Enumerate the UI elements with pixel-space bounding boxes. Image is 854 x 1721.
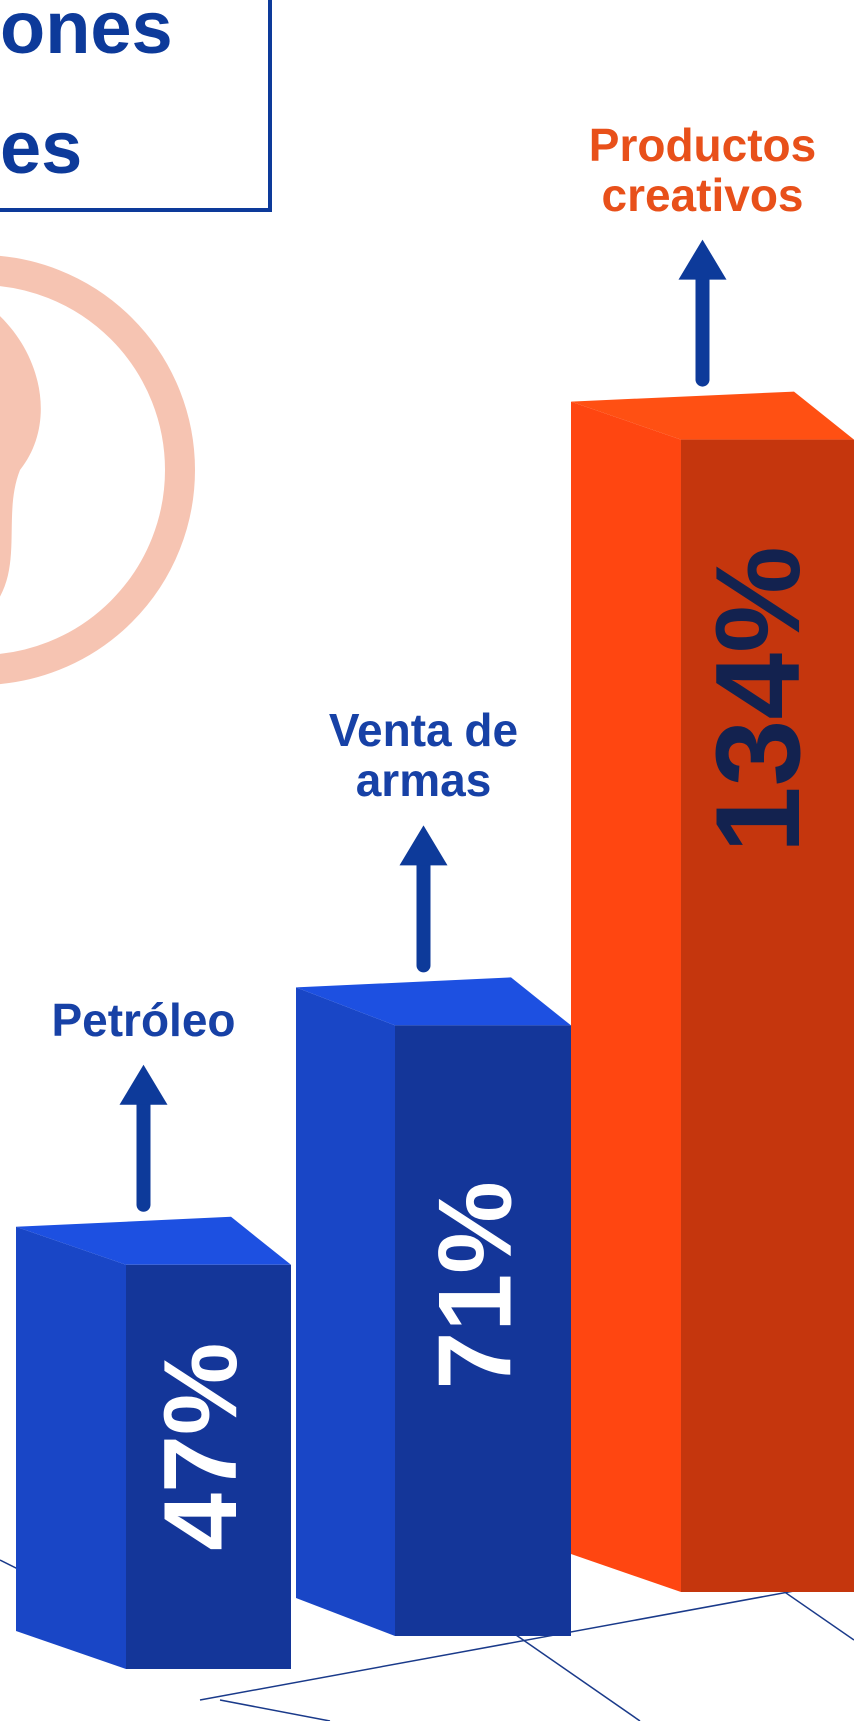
value-label: 71% (417, 1181, 533, 1389)
title-box (0, 0, 272, 212)
category-label: Venta de armas (328, 704, 519, 807)
bar-top (571, 391, 854, 440)
category-label: Productos creativos (588, 118, 817, 221)
bar-top (296, 977, 571, 1026)
bar-top (16, 1216, 291, 1265)
bar-side (16, 1226, 126, 1669)
bar (681, 439, 854, 1593)
bar-side (571, 401, 681, 1593)
category-label: Petróleo (51, 993, 236, 1046)
globe-decoration (0, 255, 195, 685)
arrow-head (678, 239, 727, 280)
value-label: 47% (143, 1343, 259, 1551)
value-label: 134% (691, 546, 825, 853)
bar (395, 1025, 571, 1636)
arrow-head (119, 1064, 168, 1105)
arrow-head (399, 825, 448, 866)
bar-side (296, 987, 395, 1636)
bar (126, 1264, 291, 1669)
globe-land (0, 316, 41, 597)
title-line: es (0, 106, 83, 189)
title-line: ones (0, 0, 173, 69)
